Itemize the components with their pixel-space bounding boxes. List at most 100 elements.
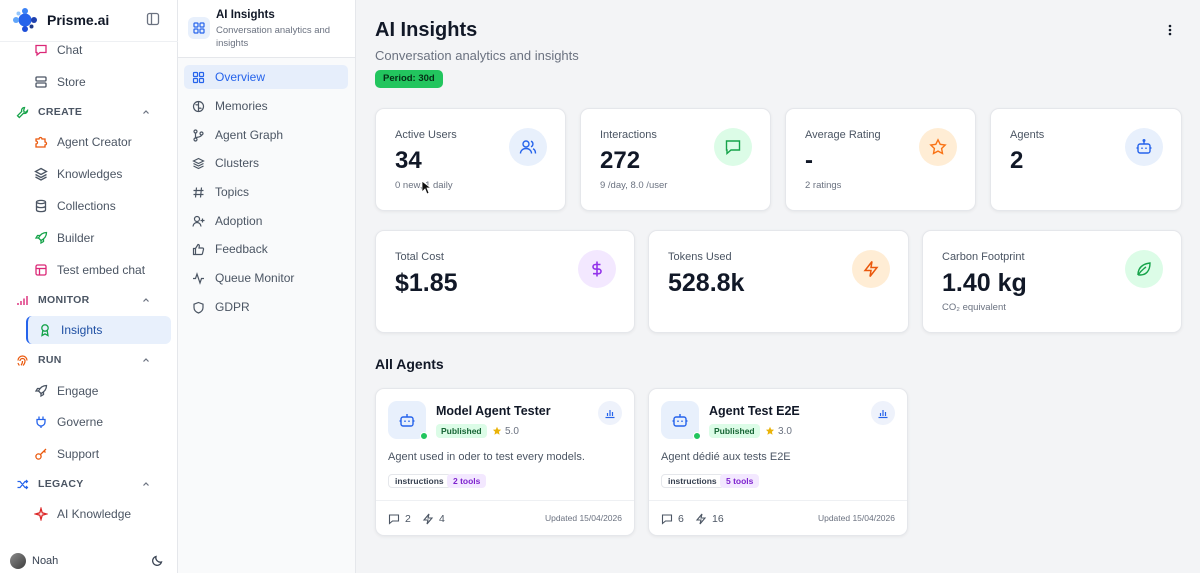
- dollar-icon: [578, 250, 616, 288]
- sidebar-item-label: Builder: [57, 231, 95, 245]
- subnav-item-gdpr[interactable]: GDPR: [184, 295, 348, 319]
- agent-card-footer: 6 16 Updated 15/04/2026: [649, 500, 907, 536]
- sidebar-item-ai-knowledge[interactable]: AI Knowledge: [30, 501, 170, 527]
- message-icon: [388, 513, 400, 525]
- star-icon: [492, 426, 502, 436]
- sidebar-item-label: Knowledges: [57, 167, 123, 181]
- more-vertical-icon[interactable]: [1166, 23, 1174, 37]
- section-run[interactable]: RUN: [16, 350, 164, 370]
- stat-label: Total Cost: [395, 251, 444, 263]
- stat-note: 9 /day, 8.0 /user: [600, 180, 668, 191]
- messages-value: 6: [678, 513, 684, 525]
- bar-chart-icon[interactable]: [598, 401, 622, 425]
- actions-value: 4: [439, 513, 445, 525]
- subnav-item-label: GDPR: [215, 300, 250, 314]
- prisme-logo-icon: [12, 7, 38, 33]
- sidebar-item-label: Store: [57, 75, 86, 89]
- sidebar-item-knowledges[interactable]: Knowledges: [30, 161, 170, 187]
- messages-count: 6: [661, 512, 684, 526]
- brand[interactable]: Prisme.ai: [12, 7, 109, 33]
- stat-note: 2 ratings: [805, 180, 842, 191]
- agent-rating: 5.0: [492, 424, 519, 438]
- rocket-icon: [34, 231, 48, 245]
- all-agents-title: All Agents: [375, 356, 444, 372]
- stat-card-average-rating: Average Rating - 2 ratings: [785, 108, 976, 211]
- updated-date: Updated 15/04/2026: [544, 513, 622, 523]
- tag-instructions: instructions: [388, 474, 451, 488]
- section-label: LEGACY: [38, 478, 84, 490]
- database-icon: [34, 199, 48, 213]
- sparkle-icon: [34, 507, 48, 521]
- section-monitor[interactable]: MONITOR: [16, 290, 164, 310]
- sidebar-item-store[interactable]: Store: [30, 69, 170, 95]
- tag-instructions: instructions: [661, 474, 724, 488]
- sidebar-item-label: Collections: [57, 199, 116, 213]
- chevron-up-icon: [141, 295, 151, 305]
- moon-icon[interactable]: [151, 554, 164, 567]
- user-menu[interactable]: Noah: [10, 551, 170, 571]
- sidebar-item-builder[interactable]: Builder: [30, 225, 170, 251]
- period-badge[interactable]: Period: 30d: [375, 70, 443, 88]
- subnav-item-label: Adoption: [215, 214, 263, 228]
- actions-value: 16: [712, 513, 724, 525]
- section-label: RUN: [38, 354, 62, 366]
- main-sidebar: Prisme.ai Chat Store CREATE Agent Creato…: [0, 0, 178, 573]
- rating-value: 5.0: [505, 425, 519, 437]
- stat-card-tokens-used: Tokens Used 528.8k: [648, 230, 909, 333]
- section-create[interactable]: CREATE: [16, 102, 164, 122]
- section-legacy[interactable]: LEGACY: [16, 474, 164, 494]
- stat-label: Average Rating: [805, 129, 881, 141]
- subnav-item-label: Feedback: [215, 242, 268, 256]
- sidebar-item-support[interactable]: Support: [30, 441, 170, 467]
- sidebar-item-test-embed-chat[interactable]: Test embed chat: [30, 257, 170, 283]
- store-icon: [34, 75, 48, 89]
- actions-count: 4: [422, 512, 445, 526]
- agent-card-agent-test-e2e[interactable]: Agent Test E2E Published 3.0 Agent dédié…: [648, 388, 908, 536]
- puzzle-icon: [34, 135, 48, 149]
- sidebar-item-label: AI Knowledge: [57, 507, 132, 521]
- subnav-item-clusters[interactable]: Clusters: [184, 151, 348, 175]
- subnav-item-adoption[interactable]: Adoption: [184, 209, 348, 233]
- layout-icon: [34, 263, 48, 277]
- rating-value: 3.0: [778, 425, 792, 437]
- award-icon: [38, 323, 52, 337]
- subnav-item-label: Agent Graph: [215, 128, 284, 142]
- sidebar-item-collections[interactable]: Collections: [30, 193, 170, 219]
- subnav-item-feedback[interactable]: Feedback: [184, 237, 348, 261]
- sidebar-item-agent-creator[interactable]: Agent Creator: [30, 129, 170, 155]
- subnav-item-label: Overview: [215, 70, 266, 84]
- subnav-item-label: Topics: [215, 185, 250, 199]
- subnav-item-topics[interactable]: Topics: [184, 180, 348, 204]
- brand-name: Prisme.ai: [47, 12, 110, 28]
- plug-icon: [34, 415, 48, 429]
- stat-card-total-cost: Total Cost $1.85: [375, 230, 635, 333]
- grid-icon: [188, 17, 210, 39]
- subnav-item-memories[interactable]: Memories: [184, 94, 348, 118]
- star-icon: [919, 128, 957, 166]
- sidebar-item-governe[interactable]: Governe: [30, 409, 170, 435]
- subnav-item-overview[interactable]: Overview: [184, 65, 348, 89]
- stat-value: 528.8k: [668, 269, 745, 297]
- page-title: AI Insights: [375, 19, 478, 41]
- subnav-item-label: Memories: [215, 99, 268, 113]
- sidebar-item-label: Agent Creator: [57, 135, 132, 149]
- sidebar-item-label: Insights: [61, 323, 103, 337]
- leaf-icon: [1125, 250, 1163, 288]
- sidebar-collapse-icon[interactable]: [146, 12, 160, 26]
- shield-icon: [192, 301, 205, 314]
- users-icon: [509, 128, 547, 166]
- agent-name: Agent Test E2E: [709, 404, 800, 418]
- sidebar-item-chat[interactable]: Chat: [30, 37, 170, 63]
- bar-chart-icon[interactable]: [871, 401, 895, 425]
- stat-label: Carbon Footprint: [942, 251, 1025, 263]
- subnav-item-queue-monitor[interactable]: Queue Monitor: [184, 266, 348, 290]
- sidebar-item-insights[interactable]: Insights: [26, 316, 171, 344]
- agent-description: Agent dédié aux tests E2E: [661, 451, 791, 463]
- sidebar-item-engage[interactable]: Engage: [30, 378, 170, 404]
- sidebar-item-label: Chat: [57, 43, 83, 57]
- stat-value: $1.85: [395, 269, 458, 297]
- subnav-item-agent-graph[interactable]: Agent Graph: [184, 123, 348, 147]
- agent-card-model-agent-tester[interactable]: Model Agent Tester Published 5.0 Agent u…: [375, 388, 635, 536]
- stat-card-interactions: Interactions 272 9 /day, 8.0 /user: [580, 108, 771, 211]
- zap-icon: [695, 513, 707, 525]
